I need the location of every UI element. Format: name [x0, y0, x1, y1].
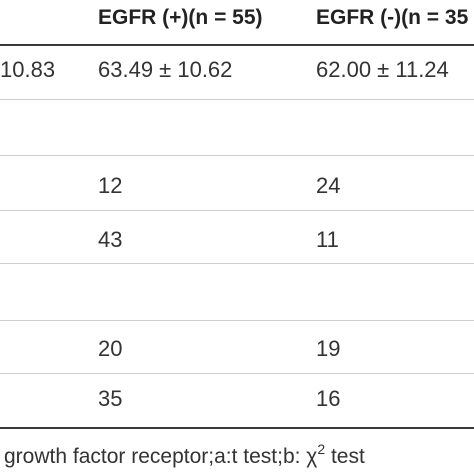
table-cell-row2-col1: 12 [98, 173, 123, 198]
footnote-superscript: 2 [317, 441, 326, 457]
table-cell-row3-col1: 43 [98, 227, 123, 252]
row-divider [0, 99, 474, 100]
header-egfr-negative: EGFR (-)(n = 35 [316, 6, 469, 29]
table-cell-row2-col2: 24 [316, 173, 341, 198]
row-divider [0, 320, 474, 321]
footnote-text: growth factor receptor;a:t test;b: χ [4, 445, 318, 468]
table-bottom-rule [0, 427, 474, 429]
table-cell-row0-col1: 63.49 ± 10.62 [98, 57, 233, 82]
row-divider [0, 263, 474, 264]
table-cell-row5-col2: 19 [316, 336, 341, 361]
row-divider [0, 155, 474, 156]
table-cell-row3-col2: 11 [316, 227, 339, 252]
table-cell-row5-col1: 20 [98, 336, 123, 361]
header-egfr-positive: EGFR (+)(n = 55) [98, 6, 263, 29]
header-rule [0, 44, 474, 46]
table-cell-row6-col2: 16 [316, 386, 341, 411]
row-divider [0, 373, 474, 374]
table-cell-row0-col0: 10.83 [0, 57, 56, 82]
footnote-tail: test [325, 445, 365, 468]
row-divider [0, 210, 474, 211]
table-cell-row0-col2: 62.00 ± 11.24 [316, 57, 449, 82]
table-footnote: growth factor receptor;a:t test;b: χ2 te… [4, 441, 365, 470]
table-cell-row6-col1: 35 [98, 386, 123, 411]
